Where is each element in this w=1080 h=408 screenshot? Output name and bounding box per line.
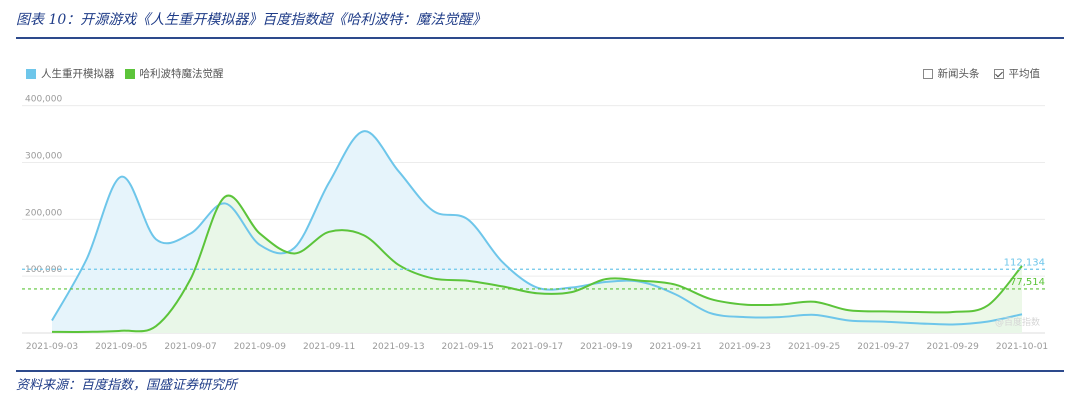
- news-toggle[interactable]: 新闻头条: [922, 66, 980, 81]
- x-tick-label: 2021-09-19: [580, 342, 633, 352]
- average-checkbox[interactable]: [993, 68, 1004, 79]
- line-series-2: [51, 194, 1023, 333]
- legend-item-series-2[interactable]: 哈利波特魔法觉醒: [124, 66, 224, 81]
- x-tick-label: 2021-09-07: [164, 342, 216, 352]
- x-tick-label: 2021-09-23: [719, 342, 771, 352]
- x-tick-label: 2021-09-21: [649, 342, 701, 352]
- watermark-text: @百度指数: [995, 316, 1040, 328]
- x-tick-label: 2021-09-27: [857, 342, 909, 352]
- news-checkbox[interactable]: [922, 68, 933, 79]
- x-tick-label: 2021-10-01: [996, 342, 1048, 352]
- x-tick-label: 2021-09-09: [234, 342, 287, 352]
- x-tick-label: 2021-09-05: [95, 342, 147, 352]
- source-rule: [16, 370, 1064, 372]
- area-series-2: [52, 195, 1022, 333]
- average-toggle-label: 平均值: [1008, 68, 1041, 80]
- x-tick-label: 2021-09-17: [511, 342, 563, 352]
- x-tick-label: 2021-09-15: [442, 342, 494, 352]
- average-toggle[interactable]: 平均值: [993, 66, 1041, 81]
- average-label-series-1: 112,134: [1004, 257, 1045, 268]
- legend-item-series-1[interactable]: 人生重开模拟器: [26, 66, 115, 81]
- x-tick-label: 2021-09-29: [927, 342, 980, 352]
- figure-title: 图表 10：开源游戏《人生重开模拟器》百度指数超《哈利波特：魔法觉醒》: [16, 12, 487, 28]
- news-toggle-label: 新闻头条: [937, 68, 980, 80]
- title-rule: [16, 37, 1064, 39]
- legend-swatch-series-1: [26, 68, 36, 79]
- legend-label-series-1: 人生重开模拟器: [41, 68, 115, 80]
- average-label-series-2: 77,514: [1010, 277, 1045, 288]
- chart-legend: 人生重开模拟器 哈利波特魔法觉醒: [26, 66, 234, 81]
- baidu-index-chart: 100,000 200,000 300,000 400,000 112,134 77,51…: [22, 95, 1048, 352]
- x-tick-label: 2021-09-13: [372, 342, 424, 352]
- x-tick-label: 2021-09-11: [303, 342, 355, 352]
- y-tick-label: 300,000: [25, 152, 62, 162]
- y-tick-label: 400,000: [25, 95, 62, 105]
- y-tick-label: 200,000: [25, 208, 62, 218]
- legend-swatch-series-2: [124, 68, 135, 79]
- line-series-1: [51, 130, 1023, 326]
- figure-source: 资料来源：百度指数，国盛证券研究所: [16, 378, 238, 393]
- y-tick-label: 100,000: [25, 265, 62, 275]
- x-tick-label: 2021-09-25: [788, 342, 840, 352]
- chart-controls: 新闻头条 平均值: [909, 66, 1041, 81]
- legend-label-series-2: 哈利波特魔法觉醒: [139, 68, 224, 80]
- x-tick-label: 2021-09-03: [26, 342, 78, 352]
